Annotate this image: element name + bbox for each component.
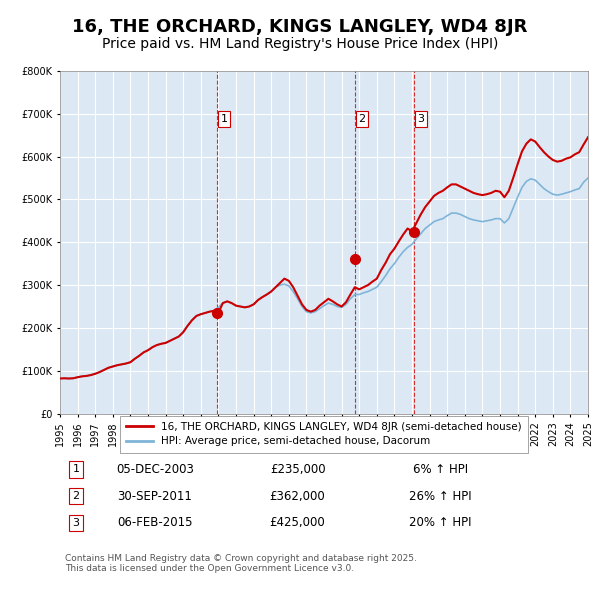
Text: Contains HM Land Registry data © Crown copyright and database right 2025.
This d: Contains HM Land Registry data © Crown c… (65, 553, 417, 573)
Text: 1: 1 (73, 464, 79, 474)
Text: 1: 1 (221, 114, 227, 124)
Text: 26% ↑ HPI: 26% ↑ HPI (409, 490, 472, 503)
Text: 6% ↑ HPI: 6% ↑ HPI (413, 463, 468, 476)
Text: 2: 2 (358, 114, 365, 124)
Text: 06-FEB-2015: 06-FEB-2015 (117, 516, 193, 529)
Text: £425,000: £425,000 (270, 516, 325, 529)
Text: £235,000: £235,000 (270, 463, 325, 476)
Text: 16, THE ORCHARD, KINGS LANGLEY, WD4 8JR: 16, THE ORCHARD, KINGS LANGLEY, WD4 8JR (73, 18, 527, 35)
Text: 20% ↑ HPI: 20% ↑ HPI (409, 516, 472, 529)
Text: Price paid vs. HM Land Registry's House Price Index (HPI): Price paid vs. HM Land Registry's House … (102, 37, 498, 51)
Text: 2: 2 (72, 491, 79, 501)
Text: £362,000: £362,000 (270, 490, 325, 503)
Text: 05-DEC-2003: 05-DEC-2003 (116, 463, 194, 476)
Legend: 16, THE ORCHARD, KINGS LANGLEY, WD4 8JR (semi-detached house), HPI: Average pric: 16, THE ORCHARD, KINGS LANGLEY, WD4 8JR … (120, 416, 528, 453)
Text: 30-SEP-2011: 30-SEP-2011 (118, 490, 193, 503)
Text: 3: 3 (73, 518, 79, 528)
Text: 3: 3 (417, 114, 424, 124)
